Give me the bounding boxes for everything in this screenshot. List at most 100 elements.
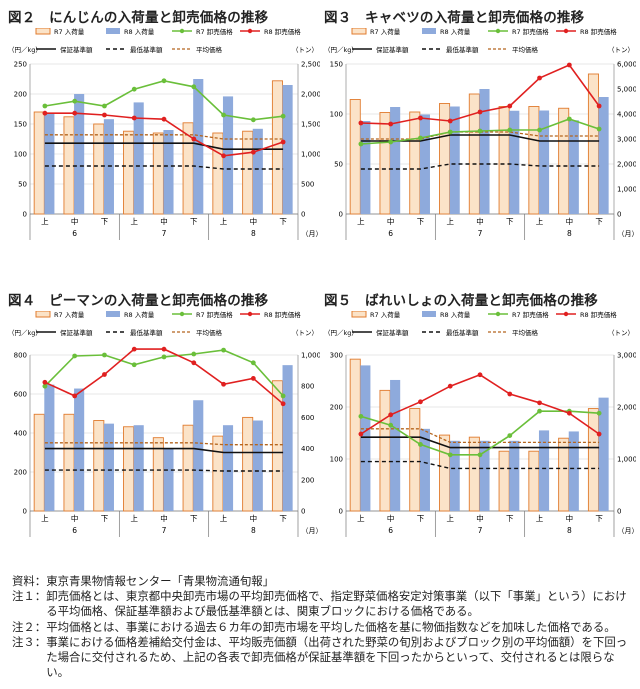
x-tick-label: 中 bbox=[566, 216, 574, 226]
y-tick-label: 150 bbox=[330, 61, 343, 69]
bar-r7-volume bbox=[498, 450, 510, 512]
point-r7-price bbox=[537, 127, 542, 133]
note-label: 注２： bbox=[12, 619, 47, 634]
legend-swatch-r7-volume bbox=[351, 311, 367, 318]
bar-r8-volume bbox=[44, 113, 55, 214]
bar-r8-volume bbox=[598, 397, 609, 511]
legend-marker-r8-price bbox=[563, 311, 569, 317]
point-r7-price bbox=[537, 408, 542, 414]
x-tick-label: 下 bbox=[595, 217, 603, 226]
legend-label-r7-volume: R7 入荷量 bbox=[370, 311, 401, 319]
y2-tick-label: 2,500 bbox=[301, 61, 320, 69]
y-tick-label: 100 bbox=[14, 151, 27, 159]
bar-r8-volume bbox=[74, 94, 85, 214]
x-tick-label: 中 bbox=[387, 216, 395, 226]
bar-r8-volume bbox=[509, 110, 520, 214]
point-r8-price bbox=[477, 109, 483, 115]
note-text: 東京青果物情報センター「青果物流通旬報」 bbox=[46, 574, 275, 588]
y2-tick-label: 0 bbox=[617, 508, 621, 516]
point-r7-price bbox=[358, 141, 364, 147]
point-r7-price bbox=[102, 352, 107, 358]
x-tick-label: 上 bbox=[536, 217, 544, 226]
bar-r8-volume bbox=[193, 79, 204, 214]
point-r8-price bbox=[191, 136, 197, 142]
bar-r8-volume bbox=[282, 365, 293, 511]
legend-label-minimum: 最低基準額 bbox=[446, 45, 479, 54]
point-r8-price bbox=[507, 391, 513, 397]
legend-label-standard: 保証基準額 bbox=[60, 328, 93, 337]
legend-swatch-r7-volume bbox=[35, 28, 51, 35]
y-tick-label: 400 bbox=[14, 430, 27, 438]
y-tick-label: 100 bbox=[330, 456, 343, 464]
y-axis-unit-right: （トン） bbox=[608, 46, 634, 54]
point-r7-price bbox=[221, 347, 226, 353]
x-tick-label: 中 bbox=[160, 513, 168, 523]
y-axis-unit-right: （トン） bbox=[292, 46, 318, 54]
bar-r8-volume bbox=[598, 97, 609, 214]
bar-r7-volume bbox=[242, 130, 254, 215]
point-r8-price bbox=[250, 376, 256, 381]
y-axis-unit-right: （トン） bbox=[292, 329, 318, 337]
point-r8-price bbox=[72, 393, 78, 399]
y-tick-label: 200 bbox=[14, 469, 27, 477]
bar-r7-volume bbox=[271, 80, 283, 215]
point-r7-price bbox=[221, 112, 226, 118]
y2-tick-label: 400 bbox=[301, 445, 314, 453]
y-tick-label: 150 bbox=[14, 121, 27, 129]
bar-r8-volume bbox=[509, 440, 520, 511]
month-label: 8 bbox=[567, 526, 572, 535]
point-r7-price bbox=[418, 442, 423, 447]
legend-label-r7-volume: R7 入荷量 bbox=[370, 28, 401, 36]
chart-title: 図３ キャベツの入荷量と卸売価格の推移 bbox=[324, 10, 585, 26]
point-r7-price bbox=[250, 360, 256, 366]
point-r7-price bbox=[596, 410, 602, 416]
legend-label-average: 平均価格 bbox=[196, 328, 223, 337]
bar-r8-volume bbox=[74, 388, 85, 511]
line-minimum bbox=[44, 165, 284, 170]
point-r8-price bbox=[447, 383, 453, 389]
line-average bbox=[360, 428, 600, 444]
y2-tick-label: 3,000 bbox=[617, 352, 636, 360]
bar-r7-volume bbox=[212, 132, 224, 215]
legend-label-r8-volume: R8 入荷量 bbox=[440, 28, 471, 36]
chart-panel-carrot: 図２ にんじんの入荷量と卸売価格の推移 R7 入荷量 R8 入荷量 R7 卸売価格 R… bbox=[8, 6, 320, 256]
bar-r8-volume bbox=[252, 420, 263, 511]
legend-label-minimum: 最低基準額 bbox=[130, 45, 163, 54]
point-r8-price bbox=[221, 381, 226, 387]
month-label: 7 bbox=[478, 526, 483, 535]
bar-r8-volume bbox=[538, 430, 550, 511]
bar-r7-volume bbox=[242, 416, 254, 512]
x-tick-label: 中 bbox=[71, 513, 79, 523]
point-r8-price bbox=[161, 346, 167, 352]
bar-r7-volume bbox=[587, 73, 599, 215]
point-r7-price bbox=[566, 116, 572, 122]
point-r7-price bbox=[72, 98, 78, 104]
point-r7-price bbox=[477, 452, 483, 458]
note-label: 注１： bbox=[12, 589, 47, 604]
x-tick-label: 下 bbox=[279, 514, 287, 523]
point-r8-price bbox=[566, 410, 572, 416]
chart-svg: R7 入荷量 R8 入荷量 R7 卸売価格 R8 卸売価格 （円／kg） 保証基準額 最低基… bbox=[324, 311, 637, 537]
point-r7-price bbox=[161, 354, 167, 360]
chart-svg: R7 入荷量 R8 入荷量 R7 卸売価格 R8 卸売価格 （円／kg） 保証基準額 最低基… bbox=[8, 28, 320, 240]
bar-r7-volume bbox=[409, 408, 421, 512]
bar-r7-volume bbox=[93, 420, 105, 512]
bar-r8-volume bbox=[163, 448, 174, 511]
x-axis-unit: （月） bbox=[618, 527, 637, 535]
x-tick-label: 上 bbox=[220, 217, 228, 226]
note-text: 事業における価格差補給交付金は、平均販売価額（出荷された野菜の旬別およびブロック… bbox=[46, 634, 628, 680]
chart-panel-pepper: 図４ ピーマンの入荷量と卸売価格の推移 R7 入荷量 R8 入荷量 R7 卸売価格 R… bbox=[8, 289, 320, 549]
point-r7-price bbox=[447, 452, 453, 458]
month-label: 7 bbox=[162, 526, 167, 535]
legend-marker-r7-price bbox=[179, 311, 185, 317]
x-tick-label: 上 bbox=[130, 217, 138, 226]
point-r7-price bbox=[507, 127, 513, 133]
x-tick-label: 下 bbox=[417, 514, 425, 523]
legend-swatch-r7-volume bbox=[35, 311, 51, 318]
bar-r8-volume bbox=[252, 128, 263, 214]
x-tick-label: 上 bbox=[446, 514, 454, 523]
y2-tick-label: 500 bbox=[301, 181, 314, 189]
bar-r8-volume bbox=[360, 121, 371, 214]
legend-label-r8-price: R8 卸売価格 bbox=[580, 28, 617, 36]
legend-label-r8-volume: R8 入荷量 bbox=[124, 311, 155, 319]
